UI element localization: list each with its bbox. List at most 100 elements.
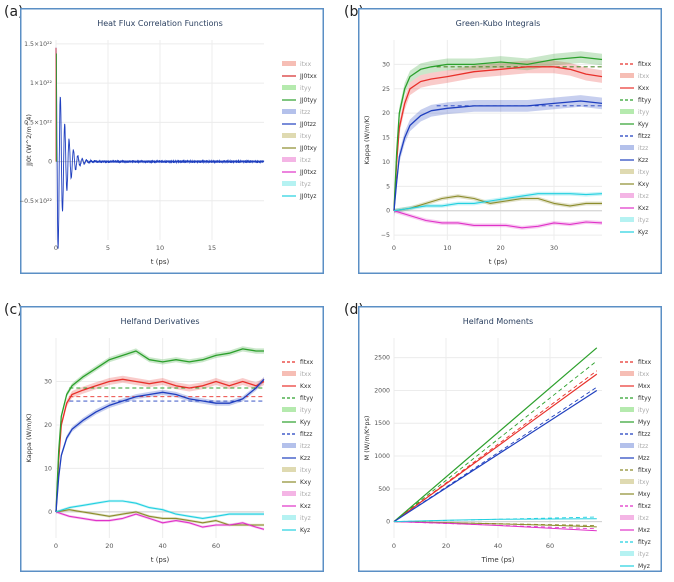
- legend-item-ityz[interactable]: ityz: [282, 515, 311, 522]
- legend-item-kxz[interactable]: Kxz: [620, 205, 649, 212]
- legend-item-ityy[interactable]: ityy: [620, 407, 650, 414]
- legend-swatch: [282, 491, 296, 496]
- legend-item-fityy[interactable]: fityy: [620, 395, 652, 402]
- legend-item-itzz[interactable]: itzz: [282, 109, 310, 116]
- legend-label: itxz: [638, 193, 649, 200]
- legend-item-ityz[interactable]: ityz: [282, 181, 311, 188]
- legend-swatch: [282, 407, 296, 412]
- legend-label: ityy: [638, 109, 650, 116]
- y-tick-label: −5: [381, 232, 390, 239]
- legend-item-jj0txy[interactable]: JJ0txy: [282, 145, 317, 152]
- series-line-kzz: [393, 100, 603, 211]
- legend-item-myz[interactable]: Myz: [620, 563, 650, 570]
- legend-item-jj0tzz[interactable]: JJ0tzz: [282, 121, 316, 128]
- legend-item-itxy[interactable]: itxy: [282, 133, 312, 140]
- legend-item-kyz[interactable]: Kyz: [620, 229, 648, 236]
- legend-item-kzz[interactable]: Kzz: [282, 455, 310, 462]
- legend-label: Kyz: [638, 229, 648, 236]
- chart-title: Heat Flux Correlation Functions: [97, 19, 223, 28]
- legend[interactable]: fitxx itxx Mxx fityy ityy Myy fitzz itzz Mzz fitx…: [620, 359, 652, 570]
- legend-item-fitzz[interactable]: fitzz: [620, 431, 650, 438]
- legend-item-ityy[interactable]: ityy: [282, 407, 312, 414]
- legend[interactable]: fitxx itxx Kxx fityy ityy Kyy fitzz itzz Kzz itxy…: [282, 359, 314, 534]
- legend-item-fitxx[interactable]: fitxx: [620, 61, 652, 68]
- legend-item-itzz[interactable]: itzz: [282, 443, 310, 450]
- legend-item-itxy[interactable]: itxy: [620, 169, 650, 176]
- legend-item-itxx[interactable]: itxx: [282, 371, 312, 378]
- legend-item-kyz[interactable]: Kyz: [282, 527, 310, 534]
- legend-label: itxy: [300, 467, 312, 474]
- legend-item-itxy[interactable]: itxy: [282, 467, 312, 474]
- legend-item-kxx[interactable]: Kxx: [620, 85, 649, 92]
- legend-swatch: [620, 73, 634, 78]
- legend-item-kzz[interactable]: Kzz: [620, 157, 648, 164]
- x-tick-label: 30: [550, 244, 558, 252]
- legend-item-fitxx[interactable]: fitxx: [282, 359, 314, 366]
- legend-label: itxy: [638, 479, 650, 486]
- legend-item-itxx[interactable]: itxx: [620, 73, 650, 80]
- legend-item-kxz[interactable]: Kxz: [282, 503, 311, 510]
- legend-label: ityz: [300, 515, 311, 522]
- y-tick-label: 1×10²²: [30, 80, 52, 87]
- legend-item-kyy[interactable]: Kyy: [282, 419, 311, 426]
- legend-item-mxy[interactable]: Mxy: [620, 491, 651, 498]
- legend-item-fityy[interactable]: fityy: [282, 395, 314, 402]
- legend-item-itzz[interactable]: itzz: [620, 145, 648, 152]
- fit-line-fityy: [393, 360, 598, 522]
- legend-item-ityy[interactable]: ityy: [282, 85, 312, 92]
- legend-label: fitzz: [638, 133, 650, 140]
- legend-label: Kxy: [638, 181, 649, 188]
- legend-item-itzz[interactable]: itzz: [620, 443, 648, 450]
- legend-item-jj0txx[interactable]: JJ0txx: [282, 73, 317, 80]
- legend-item-ityy[interactable]: ityy: [620, 109, 650, 116]
- legend-swatch: [282, 371, 296, 376]
- legend-swatch: [620, 109, 634, 114]
- y-tick-label: −0.5×10²²: [20, 198, 53, 205]
- fit-line-fitzz: [393, 386, 598, 522]
- chart-title: Helfand Moments: [463, 317, 533, 326]
- legend-item-jj0tyz[interactable]: JJ0tyz: [282, 193, 316, 200]
- legend-swatch: [620, 145, 634, 150]
- legend-item-mxz[interactable]: Mxz: [620, 527, 650, 534]
- legend-item-itxx[interactable]: itxx: [282, 61, 312, 68]
- legend-item-fitxx[interactable]: fitxx: [620, 359, 652, 366]
- legend-label: fityz: [638, 539, 651, 546]
- legend-label: fitxx: [638, 61, 652, 68]
- legend-item-kxy[interactable]: Kxy: [282, 479, 311, 486]
- series-line-jj0tzz: [55, 47, 265, 249]
- legend-label: JJ0txy: [299, 145, 317, 152]
- x-axis-label: Time (ps): [481, 556, 515, 564]
- legend-item-ityz[interactable]: ityz: [620, 551, 649, 558]
- legend-item-itxz[interactable]: itxz: [282, 491, 311, 498]
- legend-label: ityz: [638, 217, 649, 224]
- legend-item-itxx[interactable]: itxx: [620, 371, 650, 378]
- legend-item-fitzz[interactable]: fitzz: [620, 133, 650, 140]
- legend-item-fitxz[interactable]: fitxz: [620, 503, 651, 510]
- legend-item-fitzz[interactable]: fitzz: [282, 431, 312, 438]
- y-tick-label: 30: [382, 61, 390, 68]
- x-tick-label: 0: [54, 244, 58, 252]
- x-tick-label: 10: [156, 244, 164, 252]
- legend-label: Kxx: [300, 383, 311, 390]
- legend-item-fityz[interactable]: fityz: [620, 539, 651, 546]
- legend-item-myy[interactable]: Myy: [620, 419, 651, 426]
- legend-swatch: [620, 371, 634, 376]
- legend-item-jj0tyy[interactable]: JJ0tyy: [282, 97, 317, 104]
- legend[interactable]: fitxx itxx Kxx fityy ityy Kyy fitzz itzz Kzz itxy…: [620, 61, 652, 236]
- legend-item-mzz[interactable]: Mzz: [620, 455, 649, 462]
- legend-item-jj0txz[interactable]: JJ0txz: [282, 169, 316, 176]
- legend-item-fityy[interactable]: fityy: [620, 97, 652, 104]
- legend[interactable]: itxx JJ0txx ityy JJ0tyy itzz JJ0tzz itxy JJ0txy…: [282, 61, 317, 200]
- legend-item-itxz[interactable]: itxz: [620, 193, 649, 200]
- legend-item-itxz[interactable]: itxz: [620, 515, 649, 522]
- y-tick-label: 0: [386, 519, 390, 526]
- legend-item-itxz[interactable]: itxz: [282, 157, 311, 164]
- legend-item-itxy[interactable]: itxy: [620, 479, 650, 486]
- legend-item-kxy[interactable]: Kxy: [620, 181, 649, 188]
- legend-swatch: [282, 515, 296, 520]
- legend-item-ityz[interactable]: ityz: [620, 217, 649, 224]
- legend-item-fitxy[interactable]: fitxy: [620, 467, 652, 474]
- legend-item-kyy[interactable]: Kyy: [620, 121, 649, 128]
- legend-item-kxx[interactable]: Kxx: [282, 383, 311, 390]
- legend-item-mxx[interactable]: Mxx: [620, 383, 651, 390]
